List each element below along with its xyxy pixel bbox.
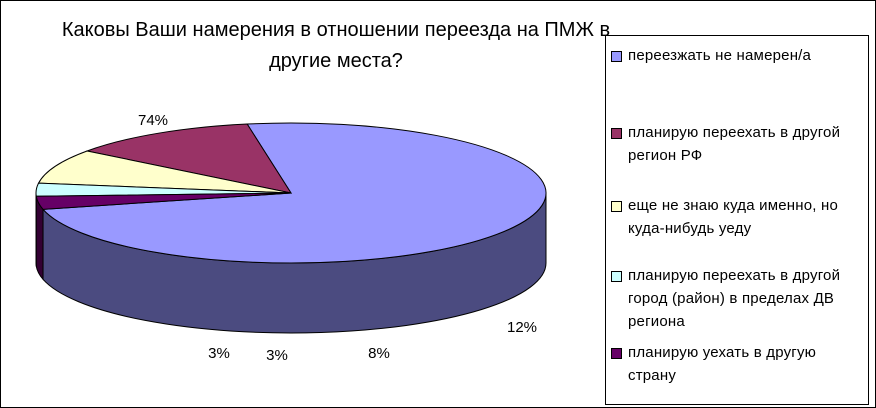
chart-title: Каковы Ваши намерения в отношении переез… <box>61 19 611 72</box>
pie-chart: 74% 12% 8% 3% 3% <box>35 112 547 364</box>
data-label: 8% <box>368 345 390 362</box>
legend-label: планирую переехать в другой город (район… <box>628 267 841 330</box>
pie-slice <box>37 150 292 194</box>
legend-label: планирую уехать в другую страну <box>628 344 817 384</box>
pie-slice <box>41 122 547 264</box>
data-label: 12% <box>507 319 537 336</box>
pie-slice <box>35 192 292 210</box>
legend-swatch <box>611 51 622 62</box>
legend: переезжать не намерен/а планирую перееха… <box>605 35 869 405</box>
pie-slice <box>85 123 293 194</box>
legend-swatch <box>611 201 622 212</box>
data-label: 74% <box>138 112 168 129</box>
legend-swatch <box>611 128 622 139</box>
legend-label: планирую переехать в другой регион РФ <box>628 124 841 164</box>
legend-label: переезжать не намерен/а <box>628 47 812 64</box>
legend-swatch <box>611 348 622 359</box>
data-label: 3% <box>266 347 288 364</box>
data-label: 3% <box>208 345 230 362</box>
legend-swatch <box>611 271 622 282</box>
legend-label: еще не знаю куда именно, но куда-нибудь … <box>628 197 839 237</box>
